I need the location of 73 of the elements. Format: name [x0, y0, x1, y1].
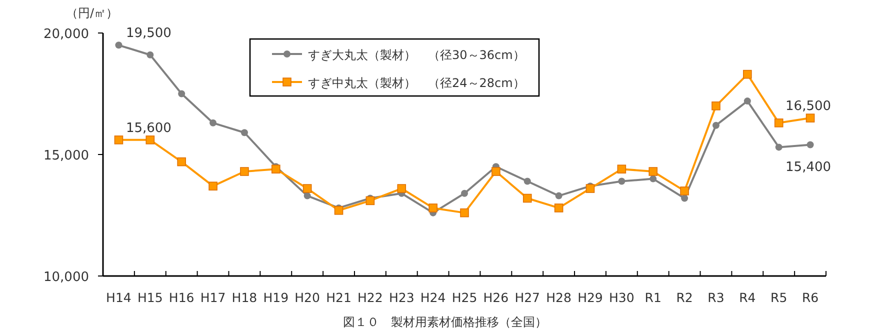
- point: [146, 136, 155, 144]
- x-tick-label: R3: [708, 290, 724, 305]
- point: [648, 167, 658, 176]
- text: 図１０ 製材用素材価格推移（全国）: [343, 315, 547, 329]
- point: [586, 184, 595, 193]
- x-tick-label: H18: [232, 290, 258, 305]
- point: [460, 208, 469, 218]
- point: [806, 114, 815, 122]
- x-tick-label: H27: [514, 290, 540, 305]
- x-tick-label: H29: [578, 290, 603, 305]
- x-tick-label: H17: [200, 290, 226, 305]
- point: [775, 144, 782, 151]
- point: [178, 90, 186, 98]
- x-tick-label: R5: [770, 290, 788, 305]
- point: [554, 204, 564, 212]
- data-label: 19,500: [126, 26, 172, 42]
- point: [774, 118, 784, 128]
- point: [650, 175, 657, 182]
- point: [210, 119, 217, 126]
- point: [428, 204, 438, 212]
- point: [146, 51, 154, 58]
- x-tick-label: R2: [676, 290, 693, 305]
- point: [618, 178, 626, 185]
- data-label: 15,600: [126, 120, 172, 136]
- x-tick-label: R1: [644, 290, 662, 305]
- point: [744, 98, 751, 105]
- x-tick-label: R4: [739, 290, 756, 305]
- point: [177, 157, 186, 166]
- x-tick-label: R6: [802, 290, 819, 305]
- point: [712, 122, 720, 129]
- x-tick-label: H19: [263, 290, 289, 305]
- x-tick-label: H16: [168, 290, 194, 305]
- point: [555, 192, 562, 200]
- point: [271, 164, 280, 174]
- point: [334, 206, 344, 215]
- legend-label: すぎ中丸太（製材） （径24～28cm）: [308, 76, 525, 90]
- x-tick-label: H21: [326, 290, 352, 305]
- y-tick-label: 10,000: [44, 270, 89, 285]
- point: [397, 184, 406, 193]
- point: [680, 186, 689, 196]
- point: [302, 184, 312, 193]
- point: [461, 190, 468, 197]
- x-tick-label: H23: [388, 290, 414, 305]
- point: [743, 70, 752, 79]
- y-tick-label: 15,000: [44, 148, 89, 164]
- point: [240, 129, 248, 136]
- x-tick-label: H24: [420, 290, 446, 305]
- legend-label: すぎ大丸太（製材） （径30～36cm）: [308, 48, 525, 62]
- point: [617, 164, 626, 174]
- data-label: 16,500: [786, 99, 832, 114]
- point: [366, 196, 375, 206]
- x-tick-label: H26: [483, 290, 509, 305]
- point: [712, 102, 720, 110]
- point: [524, 178, 531, 185]
- point: [240, 167, 249, 176]
- data-label: 15,400: [786, 160, 832, 175]
- y-tick-label: 20,000: [44, 27, 89, 42]
- point: [492, 167, 500, 176]
- x-tick-label: H14: [106, 290, 132, 305]
- x-tick-label: H25: [452, 290, 478, 305]
- point: [681, 194, 688, 202]
- point: [806, 141, 814, 148]
- point: [304, 192, 311, 200]
- x-tick-label: H15: [137, 290, 163, 305]
- x-tick-label: H22: [358, 290, 383, 305]
- x-tick-label: H28: [546, 290, 572, 305]
- x-tick-label: H30: [609, 290, 634, 305]
- x-tick-label: H20: [294, 290, 320, 305]
- point: [114, 136, 124, 144]
- point: [115, 42, 122, 49]
- y-axis-title: （円/㎡）: [66, 6, 118, 20]
- point: [208, 182, 218, 190]
- point: [522, 194, 532, 203]
